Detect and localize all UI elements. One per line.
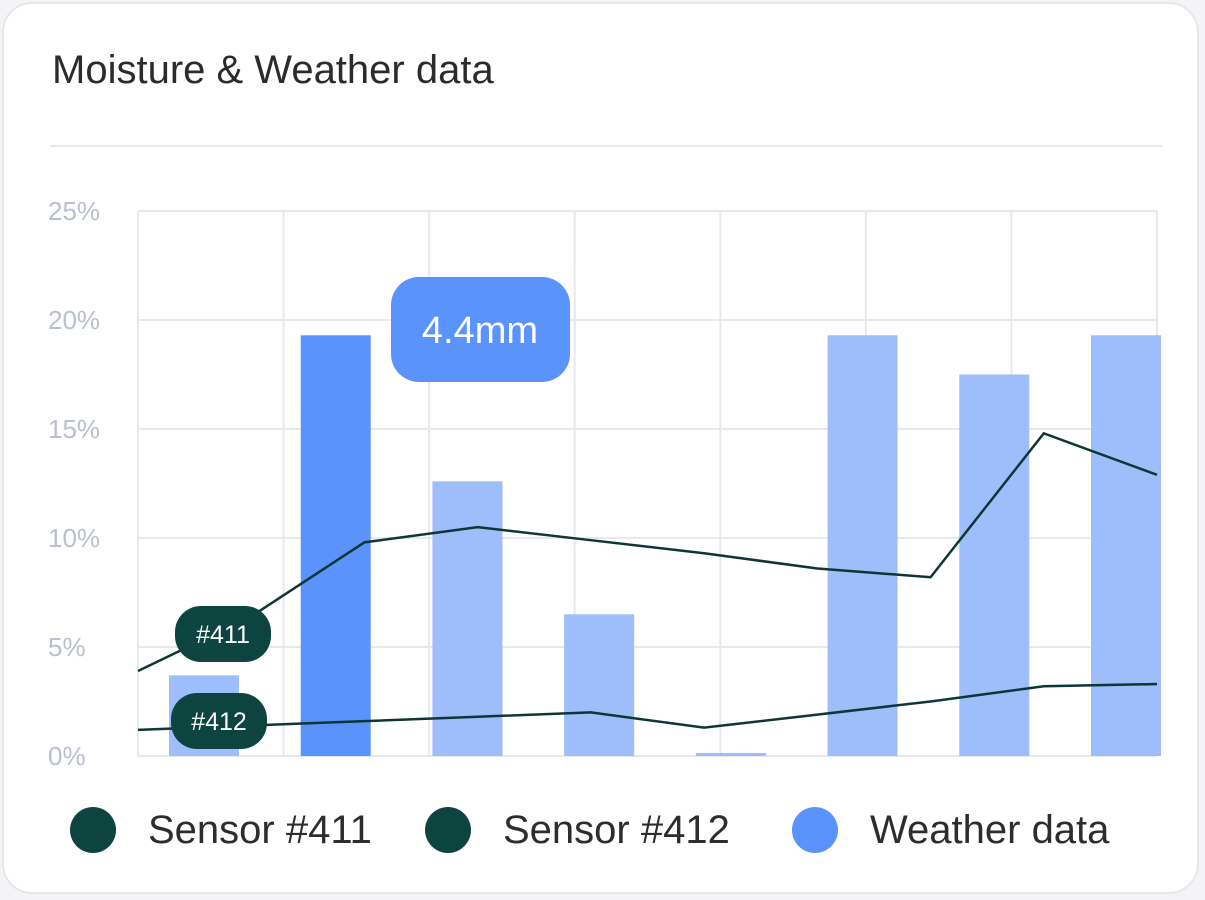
y-tick-label: 15% xyxy=(48,414,100,444)
series-tags: #411 #412 xyxy=(171,606,271,749)
card-title: Moisture & Weather data xyxy=(52,48,494,92)
y-axis-ticks: 0% 5% 10% 15% 20% 25% xyxy=(48,196,100,771)
series-tag-label: #411 xyxy=(196,621,250,649)
bar[interactable] xyxy=(432,481,503,756)
bar[interactable] xyxy=(959,374,1030,757)
y-tick-label: 5% xyxy=(48,632,86,662)
bar[interactable] xyxy=(1091,335,1161,756)
y-tick-label: 10% xyxy=(48,523,100,553)
legend-label-sensor-412: Sensor #412 xyxy=(503,807,730,852)
line-series xyxy=(137,431,1158,732)
y-tick-label: 0% xyxy=(48,741,86,771)
series-tag-label: #412 xyxy=(191,708,247,736)
legend-dot-sensor-411 xyxy=(70,807,116,853)
bar[interactable] xyxy=(564,614,635,756)
legend-item-sensor-411[interactable]: Sensor #411 xyxy=(70,800,372,860)
tooltip-bubble: 4.4mm xyxy=(391,277,570,382)
legend-item-weather-data[interactable]: Weather data xyxy=(792,800,1109,860)
legend-label-sensor-411: Sensor #411 xyxy=(148,807,372,852)
title-divider xyxy=(50,145,1162,147)
bar[interactable] xyxy=(695,753,766,756)
line-sensor-411 xyxy=(137,431,1158,673)
legend-item-sensor-412[interactable]: Sensor #412 xyxy=(425,800,730,860)
legend-dot-sensor-412 xyxy=(425,807,471,853)
bar-series-weather xyxy=(169,335,1161,756)
series-tag-412: #412 xyxy=(171,693,267,749)
y-tick-label: 20% xyxy=(48,305,100,335)
tooltip: 4.4mm xyxy=(391,277,570,382)
tooltip-label: 4.4mm xyxy=(422,310,538,352)
series-tag-411: #411 xyxy=(175,606,271,662)
y-tick-label: 25% xyxy=(48,196,100,226)
legend-label-weather-data: Weather data xyxy=(870,807,1110,852)
chart-legend: Sensor #411 Sensor #412 Weather data xyxy=(0,800,1205,860)
bar[interactable] xyxy=(827,335,898,756)
line-sensor-412 xyxy=(137,682,1158,732)
legend-dot-weather-data xyxy=(792,807,838,853)
